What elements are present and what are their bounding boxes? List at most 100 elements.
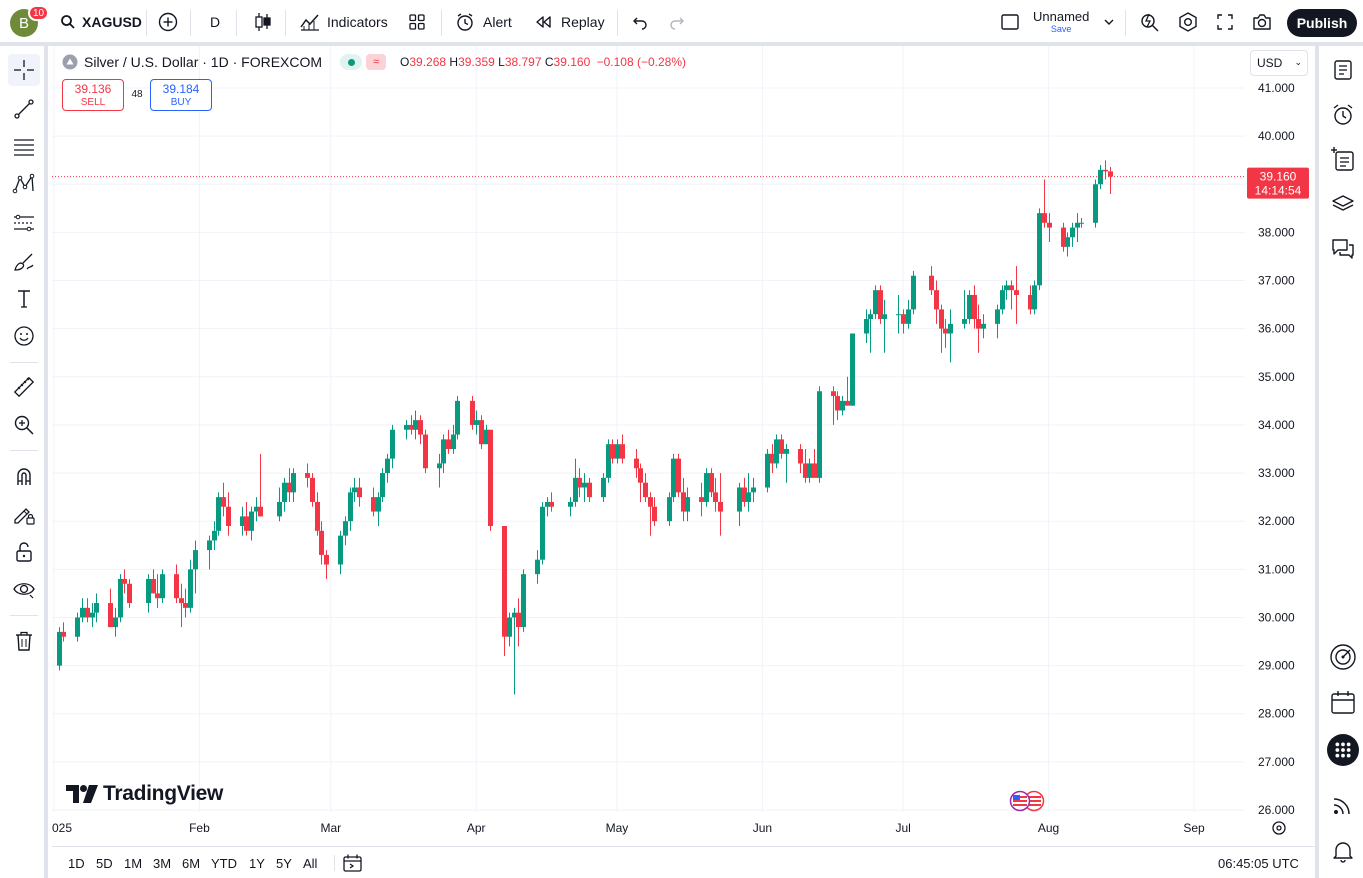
range-button-6m[interactable]: 6M	[182, 855, 201, 871]
hide-drawings-tool[interactable]	[8, 573, 40, 605]
tech-analysis-button[interactable]	[1327, 641, 1359, 673]
brush-tool[interactable]	[8, 246, 40, 278]
candle-body	[277, 501, 282, 517]
lock-drawings-edit-tool[interactable]	[8, 498, 40, 530]
candle-body	[61, 631, 66, 637]
candle-body	[765, 453, 770, 488]
snapshot-button[interactable]	[1251, 0, 1273, 44]
chart-type-button[interactable]	[253, 0, 273, 44]
quick-search-button[interactable]	[1139, 0, 1161, 44]
undo-button[interactable]	[631, 0, 649, 44]
quick-search-icon	[1141, 13, 1159, 32]
go-to-date-button[interactable]	[342, 847, 364, 878]
price-tick-label: 27.000	[1258, 755, 1295, 769]
candle-body	[1004, 285, 1009, 291]
layout-menu-button[interactable]	[1103, 0, 1115, 44]
notifications-button[interactable]	[1327, 835, 1359, 867]
notification-badge[interactable]: 10	[28, 5, 50, 21]
currency-label: USD	[1257, 56, 1283, 70]
timezone-clock[interactable]: 06:45:05 UTC	[1218, 855, 1299, 871]
range-button-ytd[interactable]: YTD	[211, 855, 237, 871]
interval-button[interactable]: D	[210, 0, 220, 44]
alert-button[interactable]: Alert	[455, 0, 512, 44]
layout-toggle-button[interactable]	[1000, 0, 1020, 44]
buy-button[interactable]: 39.184 BUY	[150, 79, 212, 111]
last-price-label-bg	[1247, 167, 1309, 199]
unlock-icon	[16, 542, 32, 562]
alerts-panel-button[interactable]	[1327, 99, 1359, 131]
candle-body	[610, 444, 615, 459]
candle-body	[948, 323, 953, 334]
buy-label: BUY	[170, 97, 192, 108]
object-tree-button[interactable]	[1327, 143, 1359, 175]
time-axis[interactable]: 025 Feb Mar Apr May Jun Jul Aug Sep	[52, 821, 1286, 835]
fib-retracement-tool[interactable]	[8, 131, 40, 163]
indicators-button[interactable]: Indicators	[299, 0, 388, 44]
remove-drawings-tool[interactable]	[8, 625, 40, 657]
price-chart[interactable]: 41.00040.00039.00038.00037.00036.00035.0…	[52, 46, 1315, 846]
zoom-in-tool[interactable]	[8, 409, 40, 441]
candle-body	[812, 463, 817, 478]
time-tick-label: Sep	[1183, 821, 1205, 835]
layers-button[interactable]	[1327, 188, 1359, 220]
candle-body	[1079, 222, 1084, 224]
price-tick-label: 34.000	[1258, 418, 1295, 432]
text-tool[interactable]	[8, 283, 40, 315]
tradingview-watermark[interactable]: TradingView	[66, 782, 223, 806]
news-stream-button[interactable]	[1327, 789, 1359, 821]
calendar-button[interactable]	[1327, 687, 1359, 719]
forecasting-tool[interactable]	[8, 207, 40, 239]
rewind-icon	[536, 16, 551, 28]
grid-icon	[409, 14, 425, 30]
candle-body	[221, 497, 226, 507]
trash-icon	[16, 631, 32, 651]
settings-button[interactable]	[1177, 0, 1199, 44]
pattern-tool[interactable]	[8, 168, 40, 200]
layouts-button[interactable]	[408, 0, 426, 44]
candle-body	[188, 569, 193, 608]
lock-all-drawings-tool[interactable]	[8, 536, 40, 568]
range-button-1y[interactable]: 1Y	[249, 855, 265, 871]
candle-body	[981, 323, 986, 329]
magnet-mode-tool[interactable]	[8, 460, 40, 492]
redo-button[interactable]	[668, 0, 686, 44]
compare-symbol-button[interactable]	[158, 0, 178, 44]
calendar-goto-icon	[343, 854, 362, 872]
range-button-1m[interactable]: 1M	[124, 855, 143, 871]
price-tick-label: 26.000	[1258, 803, 1295, 817]
symbol-title[interactable]: Silver / U.S. Dollar · 1D · FOREXCOM	[84, 54, 323, 70]
range-button-all[interactable]: All	[303, 855, 318, 871]
range-button-5d[interactable]: 5D	[96, 855, 113, 871]
candle-body	[470, 400, 475, 425]
market-status-badge[interactable]	[340, 54, 363, 70]
products-button[interactable]	[1327, 734, 1359, 766]
measure-tool[interactable]	[8, 371, 40, 403]
crosshair-tool[interactable]	[8, 54, 40, 86]
candle-body	[244, 516, 249, 531]
range-button-5y[interactable]: 5Y	[276, 855, 292, 871]
data-delay-icon[interactable]: ≈	[366, 54, 387, 70]
sell-button[interactable]: 39.136 SELL	[62, 79, 124, 111]
candle-body	[1065, 237, 1070, 247]
last-price-label: 39.160	[1260, 170, 1297, 184]
replay-button[interactable]: Replay	[535, 0, 605, 44]
economic-events-marker[interactable]	[1004, 790, 1048, 812]
fullscreen-button[interactable]	[1215, 0, 1235, 44]
symbol-search-button[interactable]: XAGUSD	[60, 0, 142, 44]
emoji-tool[interactable]	[8, 320, 40, 352]
candle-body	[807, 463, 812, 478]
currency-select[interactable]: USD ⌄	[1250, 50, 1308, 76]
range-button-1d[interactable]: 1D	[68, 855, 85, 871]
candle-body	[455, 400, 460, 435]
range-button-3m[interactable]: 3M	[153, 855, 172, 871]
publish-button[interactable]: Publish	[1287, 9, 1357, 37]
forecast-icon	[14, 214, 34, 232]
time-axis-settings-icon[interactable]	[1272, 821, 1286, 835]
layout-name-button[interactable]: Unnamed Save	[1033, 0, 1089, 44]
chat-button[interactable]	[1327, 233, 1359, 265]
trend-line-tool[interactable]	[8, 93, 40, 125]
candle-body	[699, 497, 704, 502]
candle-body	[376, 497, 381, 512]
time-tick-label: May	[606, 821, 629, 835]
watchlist-button[interactable]	[1327, 54, 1359, 86]
